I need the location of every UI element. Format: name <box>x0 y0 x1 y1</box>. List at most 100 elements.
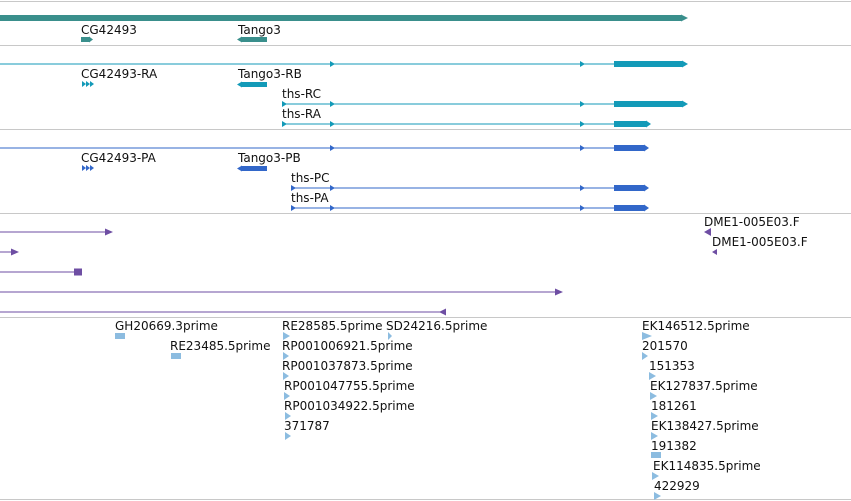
intron-arrow <box>330 185 335 191</box>
gene-cg42493-bar[interactable] <box>81 37 90 42</box>
est-arrow[interactable] <box>284 392 290 400</box>
strand-arrow <box>644 184 649 192</box>
est-label: GH20669.3prime <box>115 319 218 333</box>
est-label: SD24216.5prime <box>386 319 488 333</box>
est-arrow[interactable] <box>642 352 648 360</box>
intron-arrow <box>580 205 585 211</box>
est-label: RP001034922.5prime <box>284 399 415 413</box>
est-label: 371787 <box>284 419 330 433</box>
transcript-label-tango3-rb: Tango3-RB <box>238 67 302 81</box>
cds-exon[interactable] <box>614 145 644 151</box>
est-label: 181261 <box>651 399 697 413</box>
transcript-tango3-rb[interactable] <box>241 82 267 87</box>
est-arrow[interactable] <box>652 472 659 480</box>
intron-arrow <box>580 101 585 107</box>
transcript-cg42493-ra-c <box>90 81 94 87</box>
cds-exon[interactable] <box>614 185 644 191</box>
est-arrow[interactable] <box>283 332 290 340</box>
est-track <box>115 332 661 500</box>
est-arrow[interactable] <box>388 332 392 340</box>
cds-cg42493-pa-b <box>86 165 90 171</box>
clone-end-arrow <box>11 248 19 256</box>
est-arrow[interactable] <box>651 452 661 458</box>
intron-arrow <box>580 61 585 67</box>
mrna-track <box>0 60 688 128</box>
gene-ths-arrow <box>681 14 688 22</box>
intron-arrow <box>330 205 335 211</box>
cds-label-cg42493-pa: CG42493-PA <box>81 151 156 165</box>
clone-dme1-arrow[interactable] <box>712 249 717 255</box>
est-label: RE23485.5prime <box>170 339 271 353</box>
transcript-exon[interactable] <box>614 61 682 67</box>
est-arrow[interactable] <box>650 392 657 400</box>
transcript-exon[interactable] <box>614 121 646 127</box>
gene-label-cg42493: CG42493 <box>81 23 137 37</box>
intron-arrow <box>282 101 287 107</box>
strand-arrow <box>644 204 649 212</box>
cds-label-tango3-pb: Tango3-PB <box>238 151 301 165</box>
strand-arrow <box>237 81 242 88</box>
gene-ths-bar[interactable] <box>0 15 682 21</box>
est-arrow[interactable] <box>171 353 181 359</box>
cds-label-ths-pa: ths-PA <box>291 191 329 205</box>
transcript-exon[interactable] <box>614 101 682 107</box>
est-arrow[interactable] <box>651 412 658 420</box>
cds-track <box>0 144 649 212</box>
gene-cg42493-arrow <box>89 36 93 43</box>
clone-end-arrow <box>105 228 113 236</box>
track-separator <box>0 45 851 46</box>
clone-end-arrow <box>555 288 563 296</box>
intron-arrow <box>330 61 335 67</box>
strand-arrow <box>644 144 649 152</box>
est-arrow[interactable] <box>285 412 291 420</box>
est-label: 201570 <box>642 339 688 353</box>
clone-label: DME1-005E03.F <box>712 235 808 249</box>
est-arrow[interactable] <box>651 432 658 440</box>
transcript-label-cg42493-ra: CG42493-RA <box>81 67 158 81</box>
clone-label: DME1-005E03.F <box>704 215 800 229</box>
intron-arrow <box>291 205 296 211</box>
transcript-cg42493-ra[interactable] <box>82 81 86 87</box>
est-label: EK114835.5prime <box>653 459 761 473</box>
transcript-label-ths-rc: ths-RC <box>282 87 322 101</box>
cds-exon[interactable] <box>614 205 644 211</box>
est-label: RP001037873.5prime <box>282 359 413 373</box>
est-arrow[interactable] <box>654 492 661 500</box>
track-separator <box>0 499 851 500</box>
intron-arrow <box>330 101 335 107</box>
est-arrow[interactable] <box>115 333 125 339</box>
clone-dme1-arrow[interactable] <box>704 228 711 236</box>
strand-arrow <box>646 120 651 128</box>
clone-end-arrow <box>439 308 446 316</box>
strand-arrow <box>237 165 242 172</box>
cds-cg42493-pa-c <box>90 165 94 171</box>
cds-label-ths-pc: ths-PC <box>291 171 330 185</box>
track-separator <box>0 317 851 318</box>
intron-arrow <box>330 121 335 127</box>
gene-tango3-arrow <box>237 36 242 43</box>
gene-label-tango3: Tango3 <box>238 23 281 37</box>
est-arrow[interactable] <box>283 352 289 360</box>
gene-tango3-bar[interactable] <box>241 37 267 42</box>
est-label: RE28585.5prime <box>282 319 383 333</box>
est-label: 151353 <box>649 359 695 373</box>
cds-cg42493-pa[interactable] <box>82 165 86 171</box>
track-separator <box>0 213 851 214</box>
est-label: EK127837.5prime <box>650 379 758 393</box>
est-label: 422929 <box>654 479 700 493</box>
est-label: 191382 <box>651 439 697 453</box>
intron-arrow <box>291 185 296 191</box>
track-separator <box>0 1 851 2</box>
est-arrow[interactable] <box>642 332 652 340</box>
est-label: EK146512.5prime <box>642 319 750 333</box>
est-arrow[interactable] <box>283 372 289 380</box>
intron-arrow <box>580 185 585 191</box>
intron-arrow <box>580 145 585 151</box>
strand-arrow <box>682 100 688 108</box>
est-label: RP001006921.5prime <box>282 339 413 353</box>
est-arrow[interactable] <box>285 432 291 440</box>
est-label: EK138427.5prime <box>651 419 759 433</box>
est-arrow[interactable] <box>649 372 656 380</box>
cds-tango3-pb[interactable] <box>241 166 267 171</box>
